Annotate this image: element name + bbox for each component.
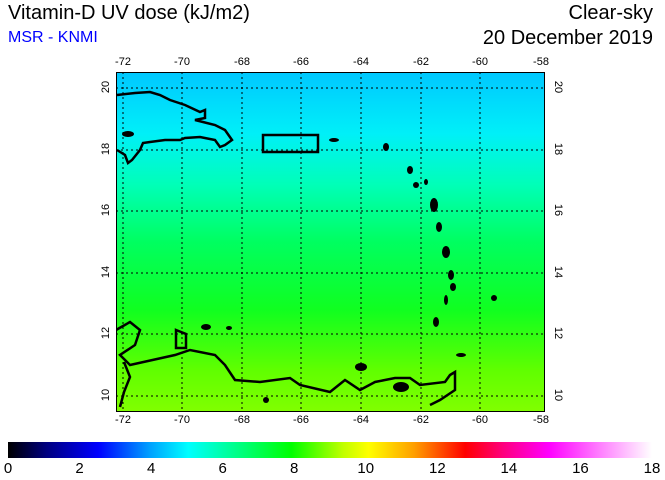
lon-tick-label: -58 [533, 56, 549, 68]
colorbar-label: 0 [3, 460, 13, 477]
lat-tick-label: 20 [552, 80, 565, 94]
colorbar-label: 2 [75, 460, 84, 477]
lon-tick-label: -68 [234, 56, 250, 68]
lon-tick-label: -70 [174, 414, 190, 426]
colorbar [8, 442, 652, 458]
colorbar-label: 12 [428, 460, 446, 477]
colorbar-label: 6 [218, 460, 227, 477]
coastlines [116, 90, 457, 408]
lat-tick-label: 14 [100, 265, 113, 279]
colorbar-label: 16 [572, 460, 589, 477]
colorbar-label: 10 [357, 460, 375, 477]
lon-tick-label: -60 [472, 414, 488, 426]
lon-tick-label: -60 [472, 56, 488, 68]
date-label: 20 December 2019 [482, 27, 653, 49]
islands [122, 131, 497, 403]
lon-tick-label: -68 [234, 414, 250, 426]
lon-tick-label: -62 [413, 56, 429, 68]
source-label: MSR - KNMI [8, 29, 98, 46]
colorbar-label: 18 [643, 460, 661, 477]
colorbar-label: 8 [290, 460, 299, 477]
lon-tick-label: -66 [293, 414, 309, 426]
colorbar-label: 4 [146, 460, 156, 477]
colorbar-label: 14 [500, 460, 518, 477]
lat-tick-label: 20 [100, 80, 113, 94]
uv-dose-map [116, 72, 545, 412]
graticule [116, 72, 545, 412]
lon-tick-label: -70 [174, 56, 190, 68]
lon-tick-label: -66 [293, 56, 309, 68]
lon-tick-label: -72 [115, 56, 131, 68]
lat-tick-label: 12 [100, 326, 113, 340]
map-title: Vitamin-D UV dose (kJ/m2) [8, 2, 250, 24]
sky-condition: Clear-sky [568, 2, 653, 24]
lat-tick-label: 14 [552, 265, 565, 279]
lat-tick-label: 10 [100, 388, 113, 402]
lat-tick-label: 10 [552, 388, 565, 402]
lon-tick-label: -72 [115, 414, 131, 426]
map-overlay [116, 72, 545, 412]
lat-tick-label: 18 [100, 142, 113, 156]
lon-tick-label: -64 [353, 56, 369, 68]
lat-tick-label: 16 [552, 203, 565, 217]
lat-tick-label: 12 [552, 326, 565, 340]
lon-tick-label: -62 [413, 414, 429, 426]
lon-tick-label: -58 [533, 414, 549, 426]
lat-tick-label: 18 [552, 142, 565, 156]
lon-tick-label: -64 [353, 414, 369, 426]
lat-tick-label: 16 [100, 203, 113, 217]
